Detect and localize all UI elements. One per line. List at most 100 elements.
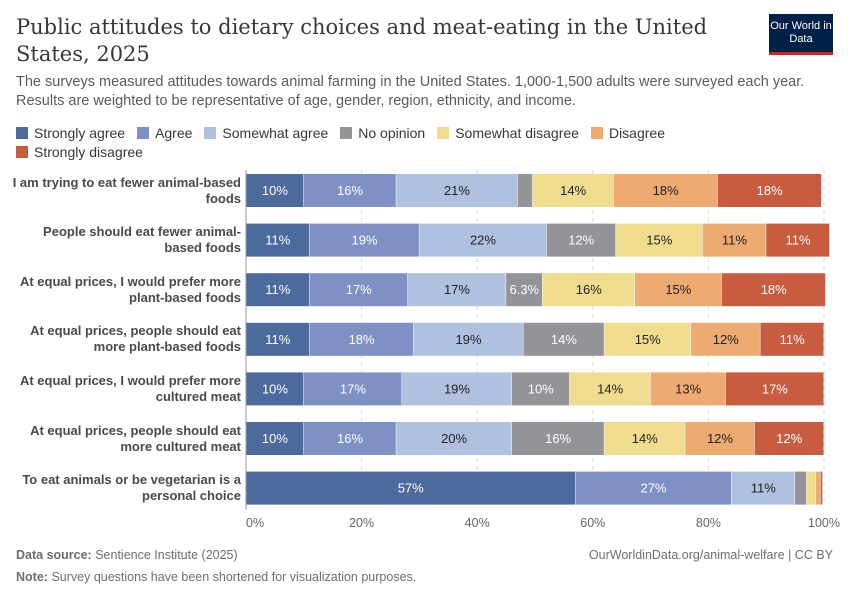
legend-swatch — [340, 126, 353, 139]
legend-swatch — [437, 126, 450, 139]
legend-item[interactable]: Disagree — [590, 123, 665, 142]
data-label: 22% — [470, 233, 496, 248]
bar-segment — [760, 322, 824, 356]
logo-text: Our World in Data — [770, 20, 832, 45]
data-label: 18% — [653, 183, 679, 198]
bar-segment — [820, 471, 823, 505]
data-label: 11% — [722, 233, 747, 248]
bar-segment — [766, 223, 830, 257]
bar-segment — [523, 322, 604, 356]
note-text: Survey questions have been shortened for… — [51, 570, 417, 584]
data-label: 13% — [675, 381, 701, 396]
legend-item[interactable]: Agree — [137, 123, 192, 142]
x-tick-label: 60% — [580, 516, 605, 530]
bar-segment — [613, 174, 718, 207]
data-label: 15% — [665, 282, 691, 297]
data-label: 17% — [762, 381, 788, 396]
row-label: At equal prices, I would prefer more cul… — [19, 372, 241, 404]
note: Note: Survey questions have been shorten… — [16, 570, 416, 584]
bar-segment — [731, 471, 795, 505]
chart-subtitle: The surveys measured attitudes towards a… — [16, 74, 805, 109]
data-label: 10% — [262, 431, 288, 446]
data-label: 11% — [265, 332, 290, 347]
data-label: 12% — [713, 332, 739, 347]
bar-segment — [303, 174, 396, 207]
legend-swatch — [16, 126, 28, 139]
row-label: I am trying to eat fewer animal-based fo… — [12, 174, 241, 206]
data-label: 11% — [265, 233, 290, 248]
bar-segment — [634, 273, 722, 307]
data-label: 11% — [265, 282, 290, 297]
source-text[interactable]: Sentience Institute (2025) — [95, 548, 238, 562]
bar-segment — [309, 273, 408, 307]
x-tick-label: 100% — [808, 516, 840, 530]
bar-segment — [685, 422, 755, 455]
data-label: 15% — [646, 233, 672, 248]
x-tick-label: 0% — [246, 516, 264, 530]
data-label: 21% — [444, 183, 470, 198]
bar-segment — [246, 223, 310, 257]
bar-segment — [604, 422, 685, 455]
x-tick-label: 40% — [465, 516, 490, 530]
bar-segment — [413, 322, 523, 356]
legend-label: Somewhat disagree — [455, 124, 579, 141]
data-label: 27% — [640, 481, 666, 496]
legend-label: Disagree — [608, 124, 665, 141]
bar-segment — [542, 273, 635, 307]
data-label: 14% — [560, 183, 586, 198]
data-source: Data source: Sentience Institute (2025) — [16, 548, 238, 562]
data-label: 10% — [528, 381, 554, 396]
data-label: 11% — [751, 481, 776, 496]
bar-segment — [246, 372, 304, 406]
legend-swatch — [137, 126, 150, 139]
legend-item[interactable]: Strongly disagree — [16, 142, 143, 161]
bar-segment — [691, 322, 760, 356]
bar-segment — [246, 422, 304, 455]
bar-segment — [721, 273, 826, 307]
data-label: 14% — [632, 431, 658, 446]
data-label: 19% — [351, 233, 377, 248]
bar-segment — [402, 372, 512, 406]
legend-item[interactable]: No opinion — [340, 123, 425, 142]
data-label: 12% — [776, 431, 802, 446]
data-label: 14% — [597, 381, 623, 396]
bar-segment — [815, 471, 821, 505]
x-tick-label: 20% — [349, 516, 374, 530]
legend-item[interactable]: Strongly agree — [16, 123, 125, 142]
bar-segment — [309, 322, 414, 356]
bar-segment — [396, 174, 518, 207]
bar-segment — [725, 372, 824, 406]
data-label: 18% — [349, 332, 375, 347]
bar-segment — [546, 223, 616, 257]
data-label: 17% — [444, 282, 470, 297]
url-license[interactable]: OurWorldinData.org/animal-welfare | CC B… — [588, 548, 833, 562]
owid-logo[interactable]: Our World in Data — [769, 14, 833, 55]
legend-label: Agree — [155, 124, 193, 141]
bar-segment — [303, 422, 396, 455]
row-label: At equal prices, people should eat more … — [30, 323, 241, 355]
legend-swatch — [16, 145, 28, 158]
bar-segment — [246, 174, 304, 207]
bar-segment — [517, 174, 533, 207]
bar-segment — [246, 322, 310, 356]
bar-segment — [511, 422, 604, 455]
legend-item[interactable]: Somewhat disagree — [437, 123, 579, 142]
data-label: 15% — [635, 332, 661, 347]
data-label: 10% — [262, 183, 288, 198]
data-label: 16% — [337, 183, 363, 198]
legend-label: Strongly disagree — [34, 143, 143, 160]
data-label: 18% — [757, 183, 783, 198]
data-label: 16% — [576, 282, 602, 297]
legend-item[interactable]: Somewhat agree — [204, 123, 328, 142]
data-label: 17% — [340, 381, 366, 396]
row-label: To eat animals or be vegetarian is a per… — [22, 472, 241, 504]
legend-label: Strongly agree — [34, 124, 126, 141]
bar-segment — [806, 471, 816, 505]
bar-segment — [246, 273, 310, 307]
data-label: 20% — [441, 431, 467, 446]
bar-segment — [604, 322, 691, 356]
row-label: People should eat fewer animal-based foo… — [43, 224, 241, 256]
bar-segment — [702, 223, 766, 257]
bar-segment — [650, 372, 726, 406]
